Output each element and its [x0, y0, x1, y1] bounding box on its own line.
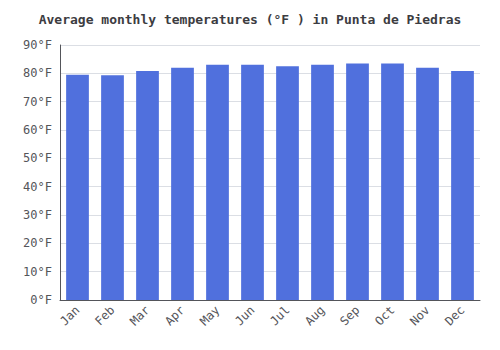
svg-text:Jul: Jul — [267, 303, 292, 328]
svg-text:90°F: 90°F — [23, 38, 52, 52]
svg-text:Oct: Oct — [372, 303, 397, 328]
svg-text:70°F: 70°F — [23, 95, 52, 109]
svg-text:Dec: Dec — [442, 303, 467, 328]
svg-text:0°F: 0°F — [30, 293, 52, 307]
svg-text:Jun: Jun — [232, 303, 257, 328]
svg-text:Apr: Apr — [162, 303, 187, 328]
svg-text:50°F: 50°F — [23, 151, 52, 165]
svg-text:Average monthly temperatures (: Average monthly temperatures (°F ) in Pu… — [39, 12, 462, 27]
svg-text:80°F: 80°F — [23, 66, 52, 80]
svg-text:Aug: Aug — [302, 303, 327, 328]
svg-text:Jan: Jan — [57, 303, 82, 328]
svg-text:30°F: 30°F — [23, 208, 52, 222]
svg-text:60°F: 60°F — [23, 123, 52, 137]
svg-text:May: May — [197, 303, 222, 328]
svg-text:Nov: Nov — [407, 303, 432, 328]
svg-text:Mar: Mar — [127, 303, 152, 328]
svg-text:Sep: Sep — [337, 303, 362, 328]
svg-text:40°F: 40°F — [23, 180, 52, 194]
svg-text:20°F: 20°F — [23, 236, 52, 250]
svg-text:10°F: 10°F — [23, 265, 52, 279]
svg-text:Feb: Feb — [92, 303, 117, 328]
